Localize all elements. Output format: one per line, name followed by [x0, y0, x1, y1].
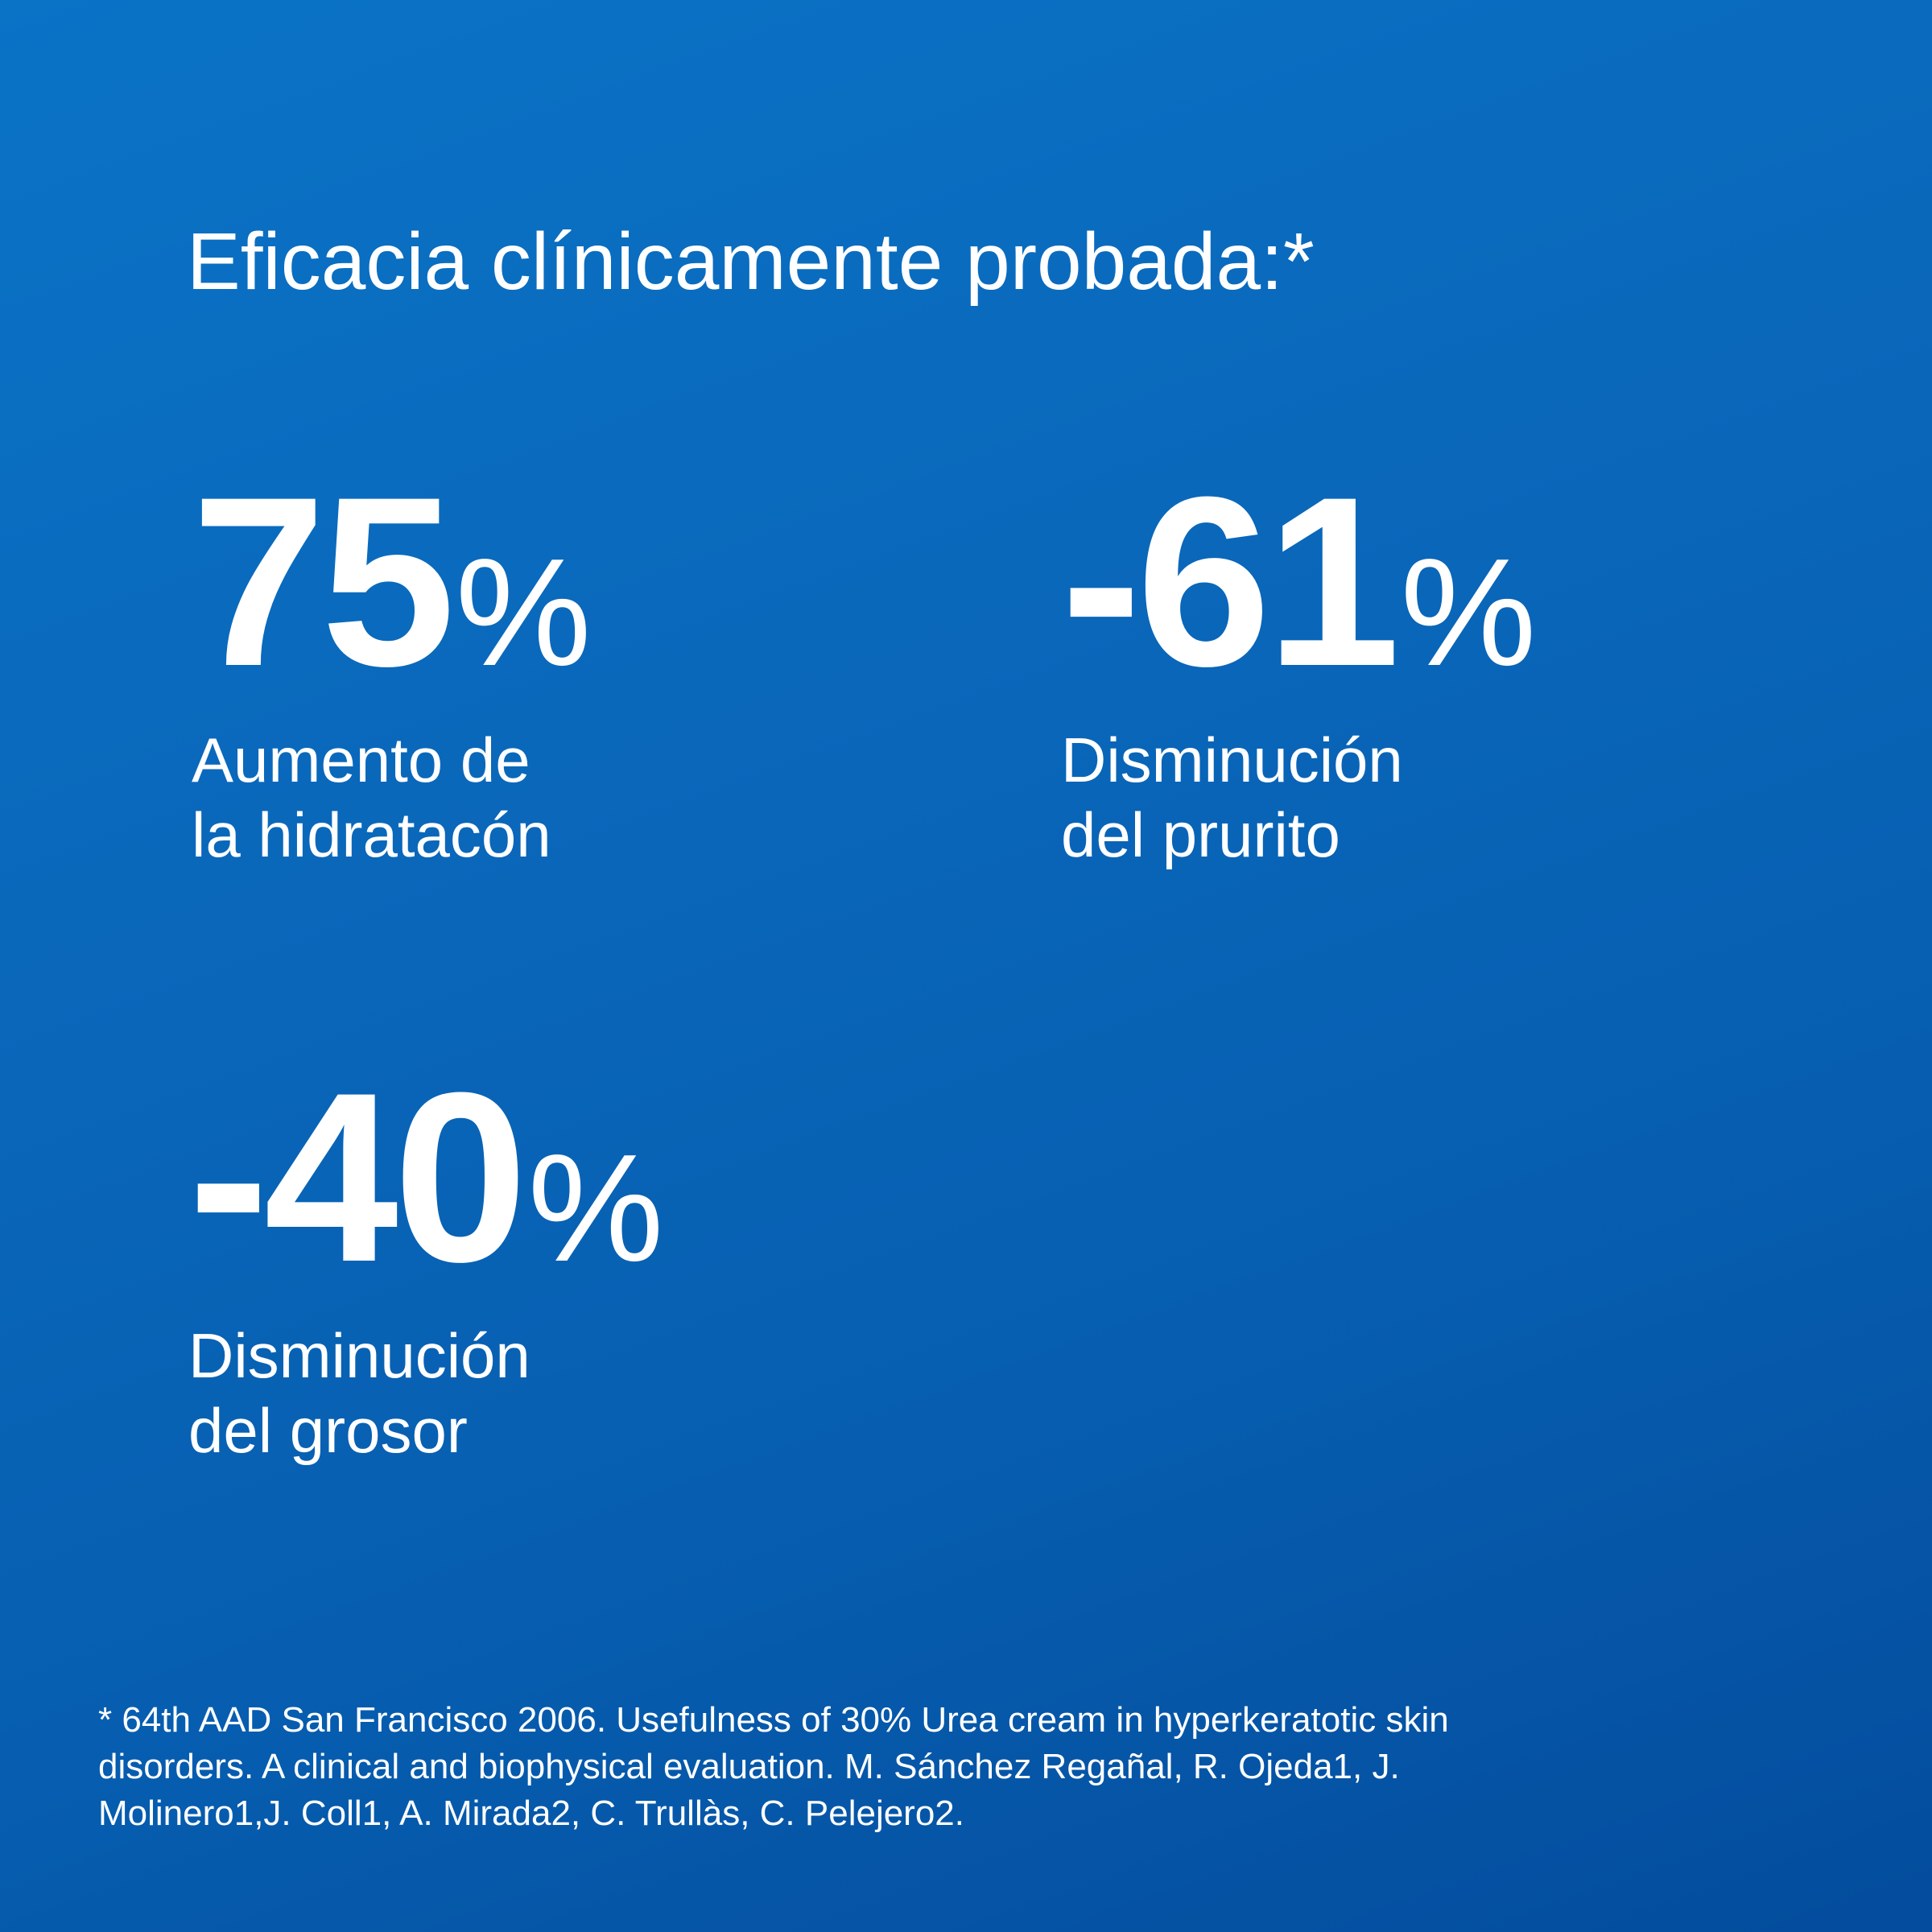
stat-percent-sign: %: [1400, 527, 1537, 698]
stat-pruritus: -61% Disminución del prurito: [1061, 460, 1537, 873]
stat-number: -40: [188, 1042, 528, 1312]
stat-caption: Aumento de la hidratacón: [192, 723, 592, 873]
footnote-line: Molinero1,J. Coll1, A. Mirada2, C. Trull…: [98, 1794, 965, 1833]
stat-number: 75: [192, 446, 456, 716]
stat-hydration: 75% Aumento de la hidratacón: [192, 460, 592, 873]
stat-caption: Disminución del prurito: [1061, 723, 1537, 873]
stat-value: -61%: [1061, 460, 1537, 702]
footnote-line: disorders. A clinical and biophysical ev…: [98, 1747, 1400, 1786]
stat-value: -40%: [188, 1056, 664, 1298]
stat-caption-line: Disminución: [1061, 724, 1403, 795]
stat-number: -61: [1061, 446, 1401, 716]
stat-caption-line: Aumento de: [192, 724, 530, 795]
stat-percent-sign: %: [455, 527, 592, 698]
stat-caption-line: del grosor: [188, 1395, 468, 1466]
headline: Eficacia clínicamente probada:*: [187, 217, 1315, 307]
footnote-citation: * 64th AAD San Francisco 2006. Usefulnes…: [98, 1697, 1869, 1837]
stat-caption-line: del prurito: [1061, 799, 1340, 870]
stat-caption: Disminución del grosor: [188, 1319, 664, 1468]
stat-caption-line: la hidratacón: [192, 799, 551, 870]
stat-caption-line: Disminución: [188, 1320, 530, 1391]
footnote-line: * 64th AAD San Francisco 2006. Usefulnes…: [98, 1700, 1449, 1740]
stat-percent-sign: %: [527, 1123, 664, 1294]
stat-value: 75%: [192, 460, 592, 702]
stat-thickness: -40% Disminución del grosor: [188, 1056, 664, 1468]
